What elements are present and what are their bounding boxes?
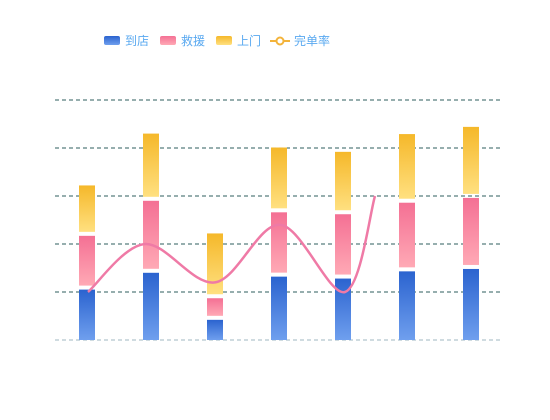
bar-rescue — [399, 202, 415, 268]
legend-label[interactable]: 救援 — [181, 33, 205, 48]
bar-store — [143, 272, 159, 340]
bars — [79, 126, 479, 340]
bar-visit — [79, 185, 95, 232]
legend-line-marker — [275, 36, 285, 46]
legend-swatch[interactable] — [160, 36, 176, 45]
line-series-completion-rate — [87, 195, 377, 294]
bar-rescue — [143, 200, 159, 269]
legend-swatch[interactable] — [216, 36, 232, 45]
bar-visit — [399, 134, 415, 199]
bar-store — [79, 289, 95, 340]
bar-visit — [463, 126, 479, 194]
legend-label[interactable]: 到店 — [125, 34, 149, 48]
bar-store — [207, 319, 223, 340]
bar-rescue — [463, 197, 479, 265]
bar-store — [463, 268, 479, 340]
bar-store — [271, 276, 287, 340]
bar-visit — [207, 233, 223, 295]
bar-rescue — [207, 298, 223, 316]
legend-swatch[interactable] — [104, 36, 120, 45]
legend: 到店 救援 上门 完单率 — [104, 33, 330, 48]
bar-visit — [335, 151, 351, 211]
bar-rescue — [79, 235, 95, 286]
bar-visit — [143, 133, 159, 197]
legend-label[interactable]: 上门 — [237, 33, 261, 48]
legend-label[interactable]: 完单率 — [294, 33, 330, 48]
completion-rate-line — [87, 195, 377, 294]
bar-rescue — [271, 212, 287, 273]
bar-store — [399, 271, 415, 340]
bar-rescue — [335, 214, 351, 275]
bar-visit — [271, 147, 287, 209]
bar-store — [335, 278, 351, 340]
